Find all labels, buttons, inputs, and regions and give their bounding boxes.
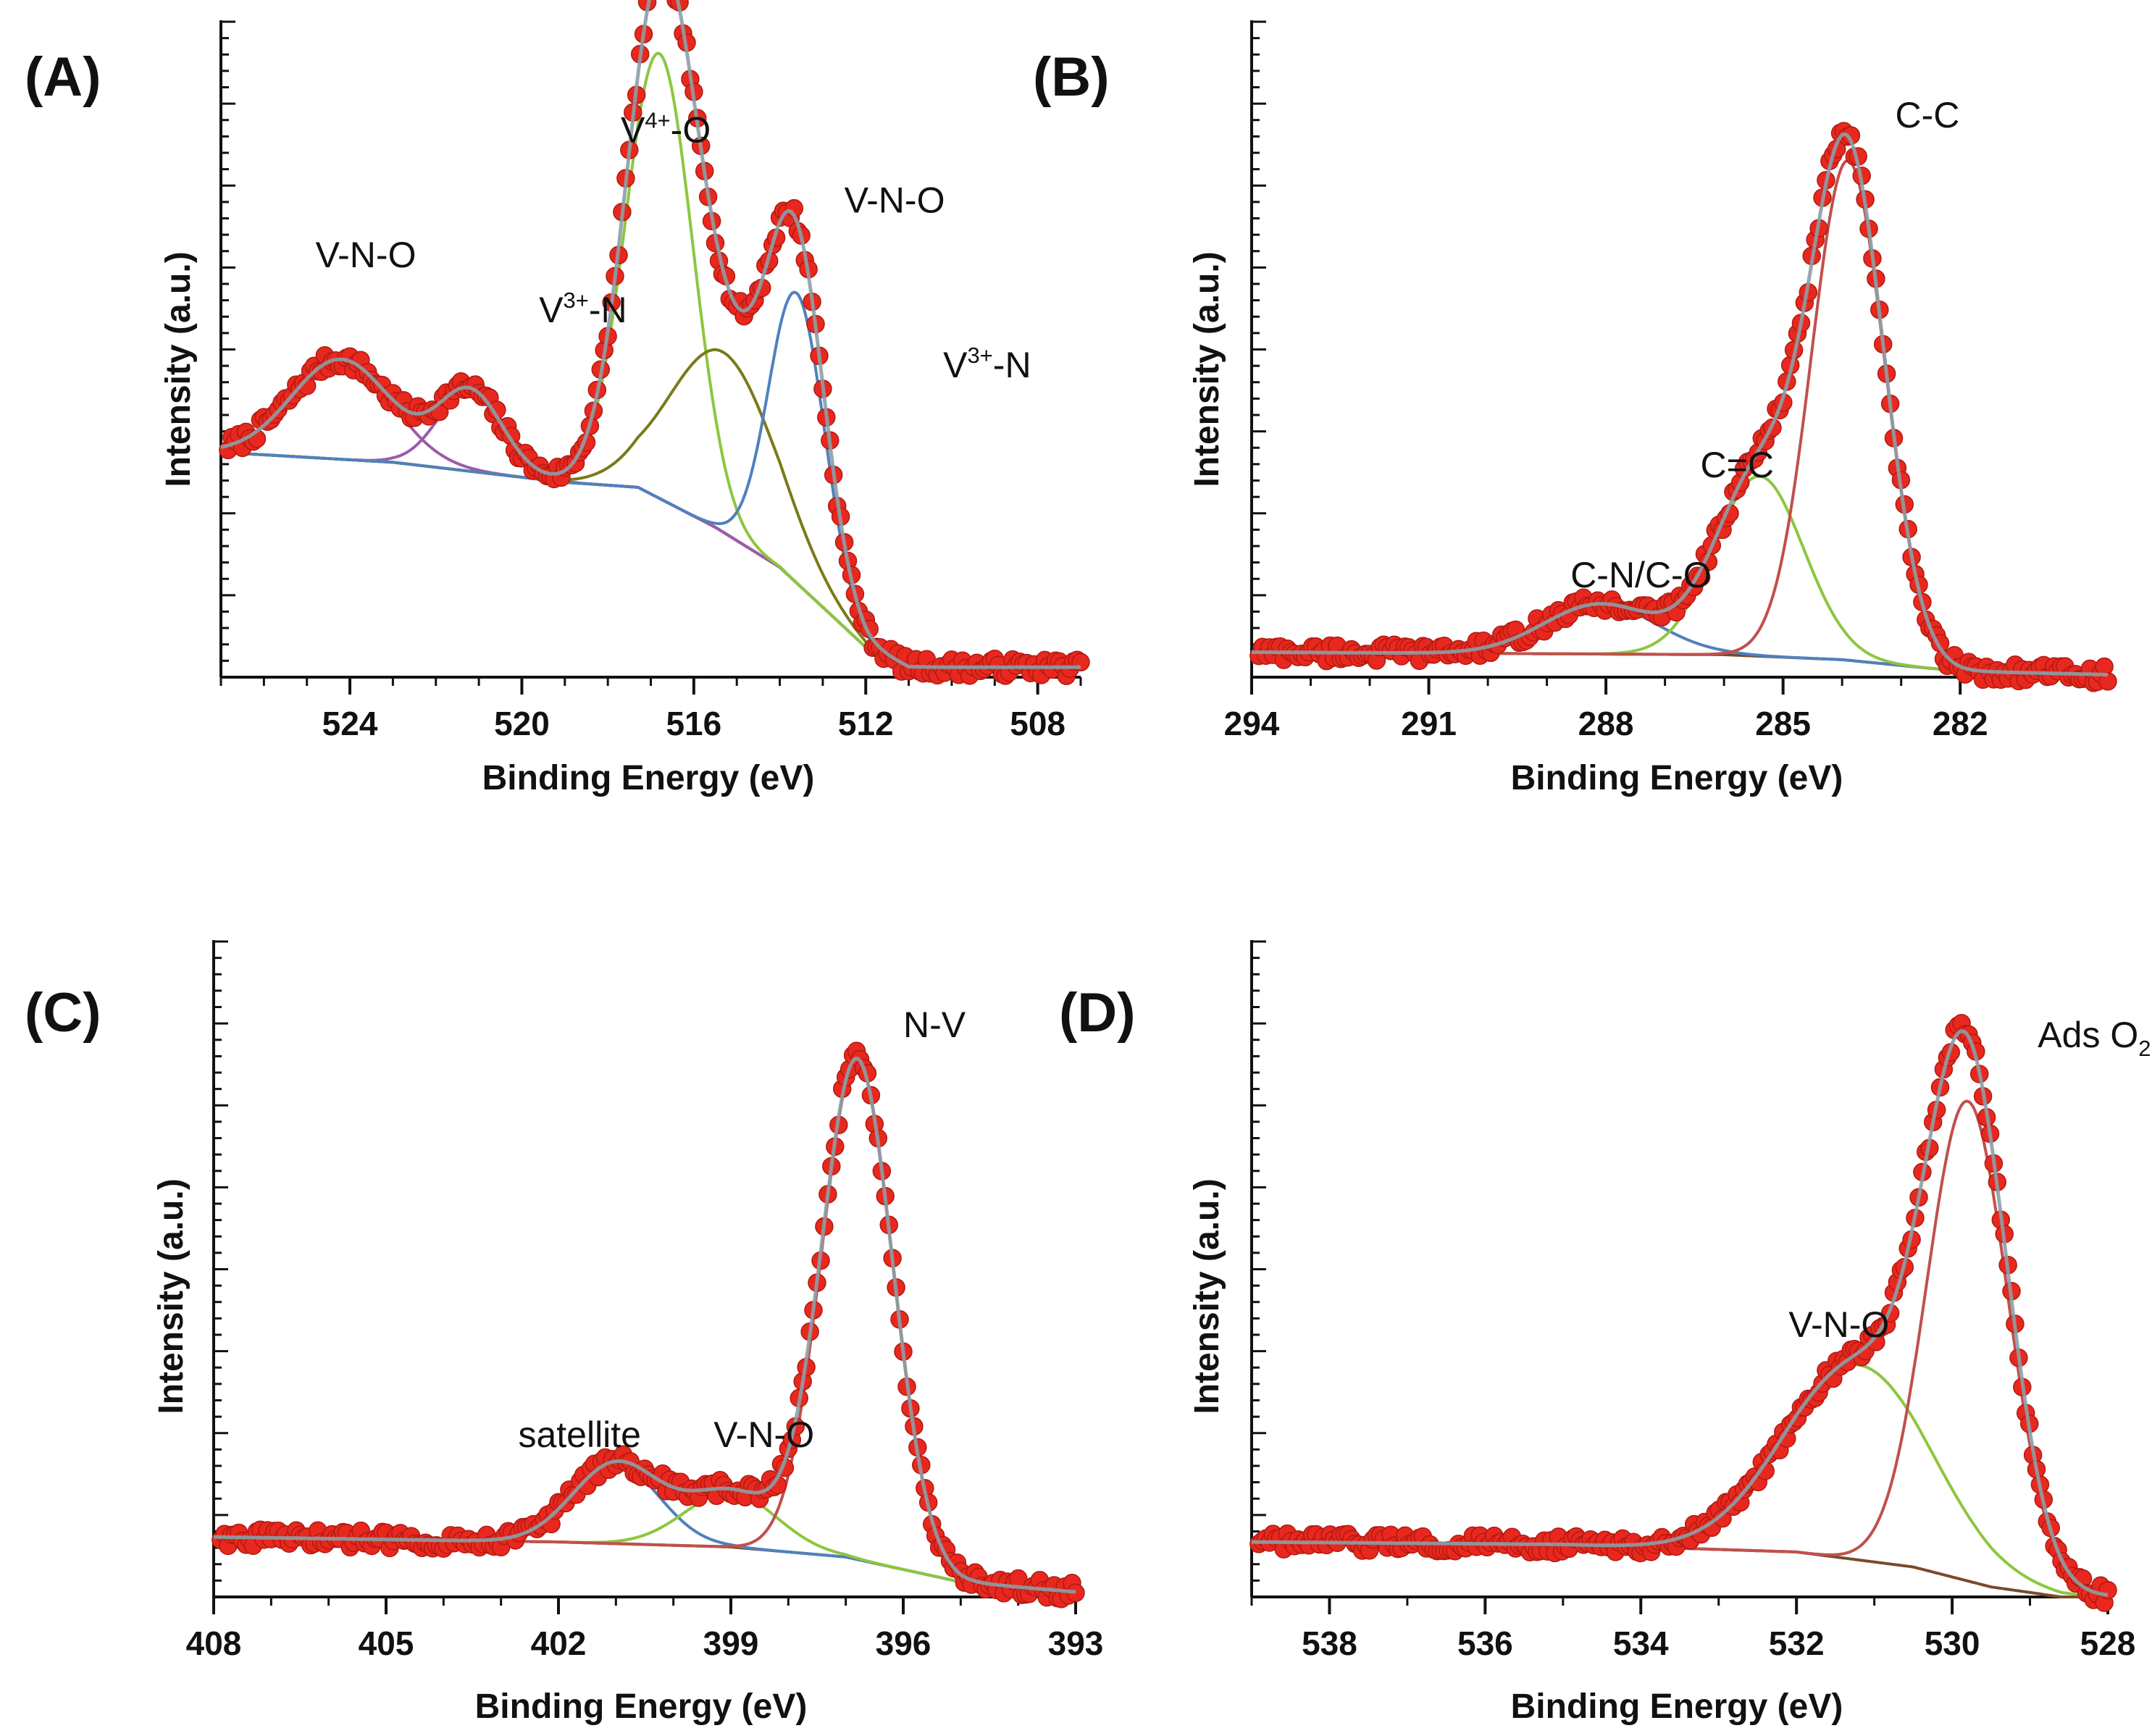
panel-label: (B) [1033, 46, 1110, 108]
x-tick-label: 288 [1578, 705, 1634, 742]
envelope-line [1252, 132, 2108, 676]
peak-annotation: V3+-N [943, 343, 1031, 385]
peak-annotation: V-N-O [845, 180, 945, 220]
panel-d: (D) Binding Energy (eV) Intensity (a.u.)… [1059, 940, 2151, 1726]
x-tick-label: 405 [359, 1624, 414, 1662]
panel-b: (B) Binding Energy (eV) Intensity (a.u.)… [1033, 20, 2117, 797]
x-tick-label: 508 [1010, 705, 1065, 742]
panel-label: (D) [1059, 982, 1136, 1044]
peak-annotation: V-N-O [316, 235, 416, 275]
panel-label: (A) [25, 46, 101, 108]
x-tick-label: 402 [531, 1624, 587, 1662]
envelope-line [214, 1056, 1076, 1594]
peak-annotation: V3+-N [539, 288, 627, 330]
x-axis-title: Binding Energy (eV) [1511, 759, 1843, 797]
background-line [220, 450, 1081, 669]
component-peak [220, 358, 1081, 669]
envelope-line [1252, 1029, 2109, 1597]
x-axis-title: Binding Energy (eV) [475, 1687, 808, 1726]
x-tick-label: 524 [322, 705, 378, 742]
component-peak [220, 390, 1081, 669]
data-point [2098, 1580, 2117, 1600]
x-tick-label: 396 [876, 1624, 931, 1662]
panel-label: (C) [25, 982, 101, 1044]
peak-annotation: N-V [903, 1005, 966, 1045]
x-tick-label: 530 [1925, 1624, 1980, 1662]
x-tick-label: 532 [1769, 1624, 1825, 1662]
y-axis-title: Intensity (a.u.) [1188, 1178, 1226, 1414]
x-tick-label: 516 [666, 705, 721, 742]
panel-c: (C) Binding Energy (eV) Intensity (a.u.)… [25, 940, 1103, 1726]
envelope-line [220, 0, 1081, 669]
x-tick-label: 399 [703, 1624, 759, 1662]
x-tick-label: 528 [2080, 1624, 2136, 1662]
x-tick-label: 536 [1457, 1624, 1513, 1662]
panel-a: (A) Binding Energy (eV) Intensity (a.u.)… [25, 0, 1090, 797]
component-peak [1252, 1099, 2109, 1598]
x-tick-label: 408 [186, 1624, 242, 1662]
x-tick-label: 393 [1048, 1624, 1104, 1662]
x-tick-label: 285 [1755, 705, 1811, 742]
peak-annotation: satellite [518, 1414, 641, 1455]
peak-annotation: C=C [1701, 445, 1774, 485]
peak-annotation: C-C [1896, 95, 1960, 135]
x-tick-label: 534 [1613, 1624, 1669, 1662]
component-peak [1252, 1363, 2109, 1598]
x-tick-label: 294 [1224, 705, 1280, 742]
peak-annotation: C-N/C-O [1570, 555, 1711, 595]
y-axis-title: Intensity (a.u.) [1188, 251, 1226, 487]
x-tick-label: 520 [494, 705, 550, 742]
peak-annotation: V-N-O [713, 1414, 814, 1455]
x-tick-label: 291 [1401, 705, 1457, 742]
x-tick-label: 512 [838, 705, 894, 742]
y-axis-title: Intensity (a.u.) [152, 1178, 191, 1414]
x-tick-label: 538 [1302, 1624, 1357, 1662]
x-axis-title: Binding Energy (eV) [482, 759, 815, 797]
peak-annotation: V4+-O [621, 108, 711, 151]
peak-annotation: Ads O2 [2038, 1015, 2151, 1061]
x-axis-title: Binding Energy (eV) [1511, 1687, 1843, 1726]
x-tick-label: 282 [1933, 705, 1988, 742]
y-axis-title: Intensity (a.u.) [159, 251, 198, 487]
peak-annotation: V-N-O [1788, 1304, 1889, 1345]
component-peak [220, 348, 1081, 669]
component-peak [214, 1058, 1076, 1594]
data-point [2098, 672, 2117, 691]
